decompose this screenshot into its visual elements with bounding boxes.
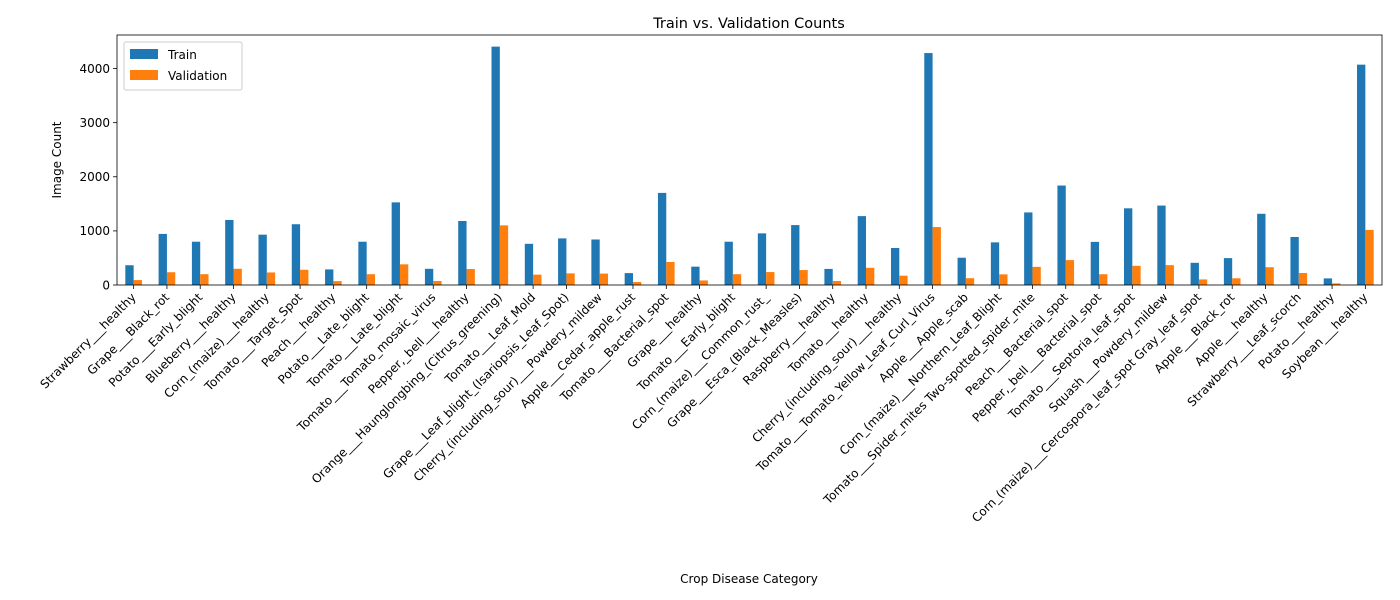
bar-validation — [499, 225, 509, 285]
bar-validation — [200, 274, 209, 285]
bar-validation — [366, 274, 375, 285]
legend-swatch-validation — [130, 70, 158, 80]
bar-validation — [632, 282, 642, 285]
bar-train — [624, 273, 633, 285]
bar-train — [1024, 212, 1033, 285]
bar-validation — [266, 272, 276, 285]
legend-label-train: Train — [167, 48, 197, 62]
bar-train — [1157, 205, 1166, 285]
bar-train — [424, 268, 434, 285]
bar-validation — [1065, 260, 1075, 285]
bar-train — [1223, 258, 1233, 285]
bar-validation — [466, 269, 475, 285]
bar-validation — [832, 281, 842, 285]
bar-train — [125, 265, 134, 285]
chart-title: Train vs. Validation Counts — [652, 16, 845, 32]
bar-validation — [1132, 265, 1141, 285]
bar-validation — [866, 267, 875, 285]
bar-train — [458, 220, 467, 285]
bar-train — [325, 269, 334, 285]
bar-train — [1190, 262, 1199, 285]
bar-validation — [399, 264, 409, 285]
bar-train — [291, 224, 301, 285]
bar-train — [791, 225, 800, 285]
bar-train — [158, 233, 167, 285]
bar-train — [191, 241, 201, 285]
bar-train — [524, 243, 534, 285]
bar-train — [391, 202, 400, 285]
bar-validation — [965, 278, 975, 285]
bar-train — [491, 46, 500, 285]
bar-train — [358, 241, 367, 285]
bar-validation — [333, 281, 342, 285]
bar-validation — [699, 280, 708, 285]
bar-validation — [1265, 267, 1274, 285]
bars-layer — [125, 46, 1374, 286]
bar-validation — [1365, 229, 1374, 285]
bar-train — [591, 239, 600, 285]
bar-train — [657, 192, 667, 285]
bar-validation — [1232, 278, 1241, 285]
bar-validation — [300, 269, 309, 285]
bar-validation — [732, 274, 742, 285]
bar-train — [225, 219, 234, 285]
bar-train — [924, 53, 933, 285]
bar-validation — [1032, 266, 1041, 285]
bar-validation — [133, 280, 142, 285]
bar-validation — [433, 281, 442, 285]
bar-validation — [166, 272, 176, 285]
y-tick-label: 2000 — [79, 170, 110, 184]
plot-frame — [116, 34, 1383, 286]
bar-train — [258, 234, 267, 285]
bar-train — [890, 247, 900, 285]
bar-validation — [766, 272, 775, 285]
bar-train — [1124, 208, 1133, 285]
bar-validation — [1198, 279, 1208, 285]
bar-validation — [999, 274, 1008, 285]
bar-train — [1357, 64, 1366, 286]
bar-validation — [566, 273, 575, 285]
y-tick-label: 4000 — [79, 62, 110, 76]
bar-train — [1090, 241, 1100, 285]
bar-train — [1257, 213, 1266, 285]
bar-validation — [1165, 265, 1174, 285]
bar-validation — [799, 270, 808, 285]
y-axis-title: Image Count — [50, 121, 64, 198]
legend-label-validation: Validation — [168, 69, 227, 83]
bar-train — [1323, 278, 1333, 285]
bar-train — [824, 268, 833, 285]
bar-validation — [899, 275, 908, 285]
y-tick-label: 0 — [102, 278, 110, 292]
bar-train — [757, 233, 767, 285]
bar-train — [1290, 237, 1299, 285]
bar-validation — [233, 268, 242, 285]
legend: Train Validation — [123, 41, 243, 91]
y-axis: 0 1000 2000 3000 4000 — [79, 62, 117, 292]
bar-validation — [1332, 283, 1341, 285]
legend-swatch-train — [130, 49, 158, 59]
bar-train — [724, 241, 733, 285]
bar-train — [990, 242, 1000, 285]
bar-train — [857, 216, 867, 285]
bar-validation — [666, 262, 675, 285]
y-tick-label: 3000 — [79, 116, 110, 130]
bar-train — [1057, 185, 1066, 285]
bar-validation — [533, 274, 542, 285]
bar-validation — [932, 227, 941, 285]
bar-validation — [1298, 272, 1308, 285]
x-axis-title: Crop Disease Category — [680, 572, 818, 586]
bar-train — [691, 266, 700, 285]
bar-validation — [599, 273, 609, 285]
bar-train — [558, 238, 567, 285]
bar-train — [957, 257, 966, 285]
bar-validation — [1099, 274, 1108, 285]
y-tick-label: 1000 — [79, 224, 110, 238]
